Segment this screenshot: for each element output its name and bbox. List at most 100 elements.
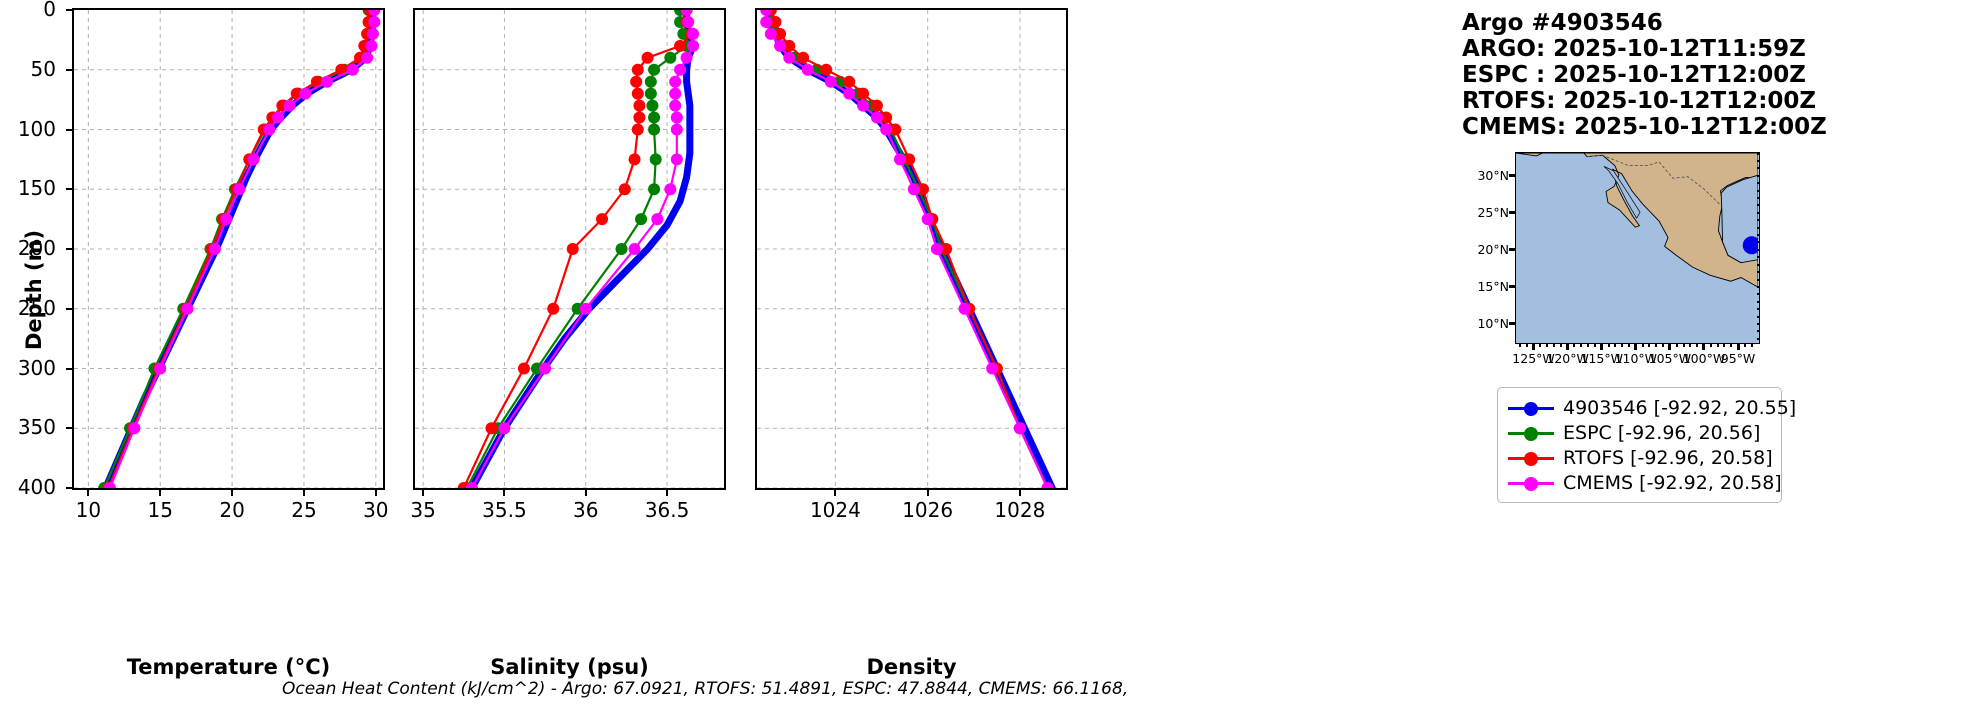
ocean-heat-content-caption: Ocean Heat Content (kJ/cm^2) - Argo: 67.… — [282, 679, 1129, 699]
series-marker-rtofs — [633, 99, 646, 112]
series-marker-cmems — [880, 123, 893, 136]
density-axis-label: Density — [866, 655, 957, 679]
map-lon-tick — [1634, 344, 1638, 350]
salinity-axis-label: Salinity (psu) — [490, 655, 649, 679]
x-tick-mark — [422, 490, 425, 496]
map-lon-minor-tick — [1648, 344, 1651, 347]
legend-swatch-cmems — [1508, 476, 1554, 491]
sea-of-cortez — [1603, 166, 1641, 219]
map-lat-minor-tick — [1757, 241, 1760, 244]
series-marker-cmems — [986, 362, 999, 375]
map-lon-minor-tick — [1737, 344, 1740, 347]
x-tick-mark — [666, 490, 669, 496]
map-lon-minor-tick — [1716, 344, 1719, 347]
series-marker-cmems — [687, 27, 700, 40]
map-lon-minor-tick — [1532, 344, 1535, 347]
map-lon-tick — [1600, 344, 1604, 350]
y-tick-mark — [66, 367, 72, 370]
map-lon-minor-tick — [1614, 344, 1617, 347]
legend-label: RTOFS [-92.96, 20.58] — [1563, 446, 1773, 469]
temperature-plot — [74, 10, 383, 488]
series-marker-rtofs — [797, 51, 810, 64]
x-tick-label: 36 — [573, 498, 599, 522]
x-tick-label: 1028 — [994, 498, 1046, 522]
series-marker-rtofs — [641, 51, 654, 64]
series-marker-cmems — [128, 422, 141, 435]
series-marker-rtofs — [631, 63, 644, 76]
series-marker-rtofs — [769, 15, 782, 28]
map-lon-tick — [1532, 344, 1536, 350]
inset-map — [1515, 152, 1760, 344]
series-marker-cmems — [651, 213, 664, 226]
x-tick-mark — [926, 490, 929, 496]
map-lat-label: 30°N — [1477, 167, 1509, 183]
float-header-line-2: ESPC : 2025-10-12T12:00Z — [1462, 62, 1806, 88]
series-marker-cmems — [361, 51, 374, 64]
series-marker-cmems — [670, 153, 683, 166]
legend-swatch-espc — [1508, 426, 1554, 441]
series-marker-cmems — [669, 87, 682, 100]
map-lon-minor-tick — [1743, 344, 1746, 347]
legend-item[interactable]: CMEMS [-92.92, 20.58] — [1508, 470, 1782, 495]
map-lon-minor-tick — [1593, 344, 1596, 347]
density-plot — [757, 10, 1066, 488]
y-tick-label: 150 — [17, 176, 56, 201]
x-tick-label: 35 — [410, 498, 436, 522]
series-marker-cmems — [579, 302, 592, 315]
map-lon-minor-tick — [1709, 344, 1712, 347]
map-lat-minor-tick — [1757, 226, 1760, 229]
series-marker-cmems — [921, 213, 934, 226]
series-marker-cmems — [870, 111, 883, 124]
x-tick-label: 20 — [219, 498, 245, 522]
legend-item[interactable]: 4903546 [-92.92, 20.55] — [1508, 395, 1796, 420]
map-lat-label: 10°N — [1477, 315, 1509, 331]
map-lon-minor-tick — [1675, 344, 1678, 347]
series-marker-rtofs — [843, 75, 856, 88]
map-lat-label: 25°N — [1477, 204, 1509, 220]
series-marker-rtofs — [774, 27, 787, 40]
series-marker-cmems — [682, 15, 695, 28]
series-marker-espc — [648, 111, 661, 124]
map-lon-minor-tick — [1573, 344, 1576, 347]
series-marker-rtofs — [880, 111, 893, 124]
series-marker-espc — [664, 51, 677, 64]
legend-item[interactable]: ESPC [-92.96, 20.56] — [1508, 420, 1769, 445]
series-marker-cmems — [283, 99, 296, 112]
map-lon-minor-tick — [1600, 344, 1603, 347]
map-lon-label: 110°W — [1614, 351, 1658, 366]
series-marker-rtofs — [596, 213, 609, 226]
legend-item[interactable]: RTOFS [-92.96, 20.58] — [1508, 445, 1773, 470]
legend-swatch-rtofs — [1508, 451, 1554, 466]
series-marker-cmems — [680, 10, 693, 16]
map-lon-minor-tick — [1634, 344, 1637, 347]
series-marker-cmems — [670, 123, 683, 136]
map-lon-minor-tick — [1546, 344, 1549, 347]
series-marker-cmems — [346, 63, 359, 76]
map-lat-tick — [1509, 174, 1515, 178]
x-tick-mark — [834, 490, 837, 496]
y-tick-label: 250 — [17, 295, 56, 320]
series-marker-rtofs — [547, 302, 560, 315]
y-tick-mark — [66, 307, 72, 310]
map-lat-minor-tick — [1757, 330, 1760, 333]
map-lat-minor-tick — [1757, 308, 1760, 311]
map-lon-label: 115°W — [1580, 351, 1623, 366]
series-marker-rtofs — [517, 362, 530, 375]
series-marker-rtofs — [940, 243, 953, 255]
series-marker-espc — [635, 213, 648, 226]
y-tick-mark — [66, 188, 72, 191]
legend-swatch-argo — [1508, 401, 1554, 416]
series-marker-cmems — [1013, 422, 1026, 435]
y-tick-mark — [66, 9, 72, 11]
series-marker-cmems — [247, 153, 260, 166]
x-tick-label: 1026 — [902, 498, 954, 522]
float-header-line-3: RTOFS: 2025-10-12T12:00Z — [1462, 88, 1817, 114]
map-lon-minor-tick — [1621, 344, 1624, 347]
series-marker-rtofs — [630, 75, 643, 88]
series-marker-cmems — [893, 153, 906, 166]
series-marker-rtofs — [870, 99, 883, 112]
map-lat-minor-tick — [1757, 248, 1760, 251]
series-marker-rtofs — [857, 87, 870, 100]
series-marker-cmems — [465, 482, 478, 488]
